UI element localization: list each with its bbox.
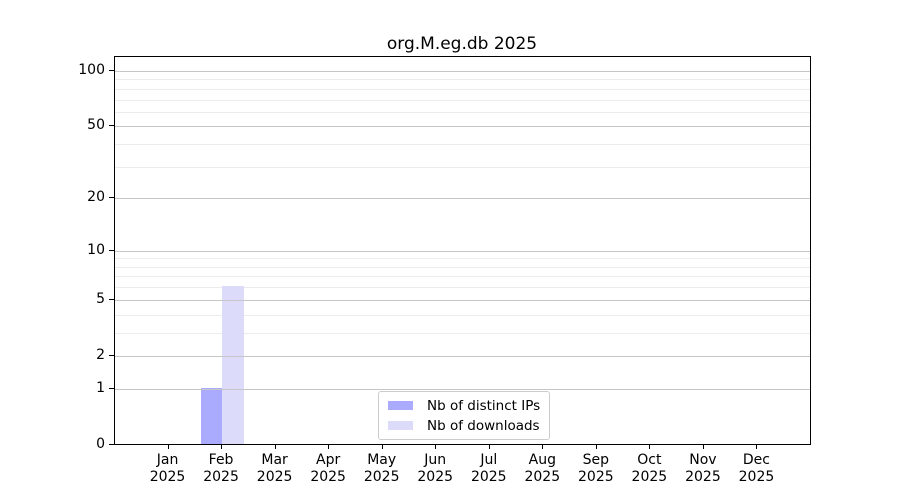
x-tick-year: 2025	[256, 469, 293, 485]
major-gridline	[115, 70, 810, 72]
minor-gridline	[115, 111, 810, 113]
x-tick-year: 2025	[631, 469, 668, 485]
y-tick-mark	[109, 69, 114, 71]
x-tick-month: Feb	[208, 452, 234, 468]
x-tick-year: 2025	[310, 469, 346, 485]
x-tick-label-apr: Apr 2025	[288, 452, 368, 486]
minor-gridline	[115, 144, 810, 146]
x-tick-label-aug: Aug 2025	[502, 452, 582, 486]
minor-gridline	[115, 166, 810, 168]
x-tick-label-jun: Jun 2025	[395, 452, 475, 486]
minor-gridline	[115, 88, 810, 90]
y-tick-mark	[109, 354, 114, 356]
y-tick-mark	[109, 197, 114, 199]
x-tick-year: 2025	[578, 469, 614, 485]
minor-grid-layer	[115, 57, 810, 444]
x-tick-label-oct: Oct 2025	[609, 452, 689, 486]
y-tick-mark	[109, 387, 114, 389]
x-tick-mark	[756, 445, 758, 449]
plot-area: Nb of distinct IPs Nb of downloads	[114, 56, 811, 445]
x-tick-year: 2025	[738, 469, 775, 485]
x-tick-label-mar: Mar 2025	[235, 452, 315, 486]
legend-swatch-distinct-ips	[388, 401, 413, 410]
x-tick-month: Sep	[582, 452, 610, 468]
y-tick-mark	[109, 444, 114, 445]
x-tick-year: 2025	[363, 469, 400, 485]
y-tick-label: 20	[87, 189, 105, 206]
major-gridline	[115, 250, 810, 252]
legend-item-downloads: Nb of downloads	[388, 417, 540, 434]
legend: Nb of distinct IPs Nb of downloads	[378, 391, 551, 440]
x-tick-year: 2025	[685, 469, 721, 485]
x-tick-label-may: May 2025	[342, 452, 422, 486]
minor-gridline	[115, 332, 810, 334]
minor-gridline	[115, 287, 810, 289]
chart-title: org.M.eg.db 2025	[386, 34, 538, 54]
major-gridline	[115, 126, 810, 128]
legend-label-downloads: Nb of downloads	[427, 417, 540, 434]
minor-gridline	[115, 276, 810, 278]
bar-distinct-ips	[200, 387, 223, 444]
x-tick-mark	[702, 445, 704, 449]
x-tick-label-dec: Dec 2025	[716, 452, 796, 486]
minor-gridline	[115, 314, 810, 316]
x-tick-mark	[595, 445, 597, 449]
x-tick-mark	[488, 445, 490, 449]
y-tick-label: 5	[96, 290, 105, 307]
y-tick-label: 50	[87, 117, 105, 134]
legend-label-distinct-ips: Nb of distinct IPs	[427, 397, 541, 414]
bars-layer	[115, 57, 810, 444]
x-tick-year: 2025	[470, 469, 507, 485]
x-tick-month: May	[367, 452, 397, 468]
y-tick-label: 1	[96, 379, 105, 396]
y-tick-mark	[109, 249, 114, 251]
x-tick-mark	[221, 445, 223, 449]
x-tick-month: Jun	[424, 452, 447, 468]
legend-swatch-downloads	[388, 421, 413, 430]
y-tick-mark	[109, 125, 114, 127]
y-tick-label: 10	[87, 241, 105, 258]
x-tick-label-jul: Jul 2025	[449, 452, 529, 486]
x-tick-year: 2025	[149, 469, 186, 485]
x-tick-label-jan: Jan 2025	[128, 452, 208, 486]
x-tick-month: Nov	[689, 452, 717, 468]
x-tick-year: 2025	[417, 469, 454, 485]
x-tick-month: Apr	[316, 452, 341, 468]
minor-gridline	[115, 79, 810, 81]
y-tick-mark	[109, 298, 114, 300]
x-tick-month: Oct	[637, 452, 662, 468]
minor-gridline	[115, 99, 810, 101]
x-tick-month: Jul	[480, 452, 498, 468]
x-tick-mark	[381, 445, 383, 449]
y-tick-label: 0	[96, 436, 105, 452]
minor-gridline	[115, 258, 810, 260]
legend-item-distinct-ips: Nb of distinct IPs	[388, 397, 540, 414]
x-tick-mark	[328, 445, 330, 449]
major-grid-layer	[115, 57, 810, 444]
x-tick-mark	[435, 445, 437, 449]
x-tick-year: 2025	[203, 469, 239, 485]
major-gridline	[115, 355, 810, 357]
major-gridline	[115, 299, 810, 301]
x-tick-mark	[274, 445, 276, 449]
x-tick-label-feb: Feb 2025	[181, 452, 261, 486]
x-tick-mark	[542, 445, 544, 449]
major-gridline	[115, 198, 810, 200]
y-tick-label: 100	[78, 61, 105, 78]
x-tick-year: 2025	[524, 469, 561, 485]
x-tick-month: Jan	[156, 452, 179, 468]
x-tick-mark	[167, 445, 169, 449]
bar-downloads	[222, 286, 244, 444]
x-tick-mark	[649, 445, 651, 449]
x-tick-month: Dec	[742, 452, 770, 468]
x-tick-label-sep: Sep 2025	[556, 452, 636, 486]
minor-gridline	[115, 266, 810, 268]
major-gridline	[115, 388, 810, 390]
x-tick-month: Mar	[261, 452, 288, 468]
x-tick-month: Aug	[528, 452, 556, 468]
x-tick-label-nov: Nov 2025	[663, 452, 743, 486]
y-tick-label: 2	[96, 346, 105, 363]
